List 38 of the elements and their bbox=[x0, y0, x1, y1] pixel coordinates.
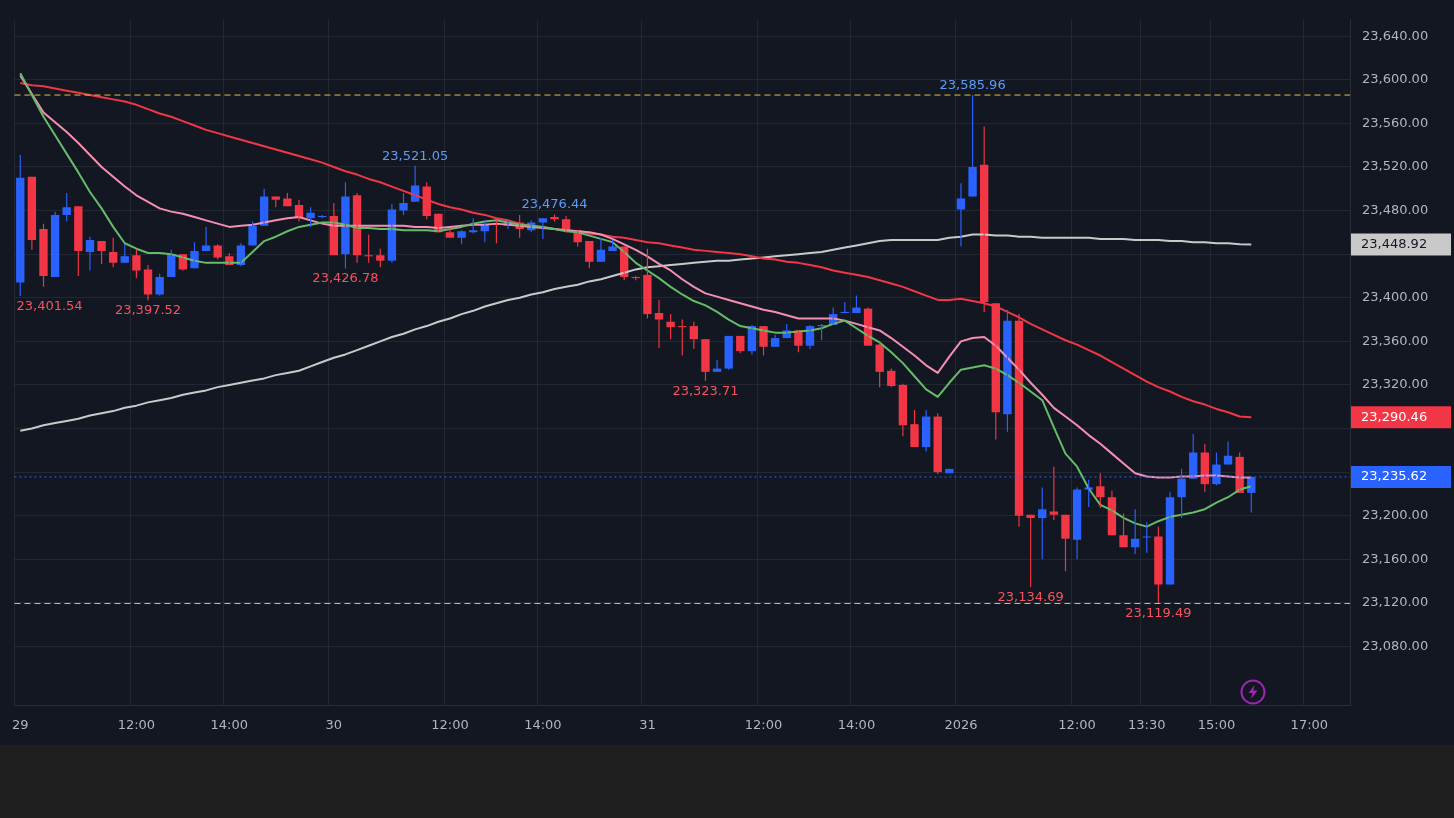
x-tick-label: 13:30 bbox=[1128, 716, 1166, 732]
y-tick-label: 23,120.00 bbox=[1362, 594, 1429, 610]
y-tick-label: 23,080.00 bbox=[1362, 637, 1429, 653]
x-tick-label: 14:00 bbox=[524, 716, 562, 732]
y-tick-label: 23,600.00 bbox=[1362, 71, 1429, 87]
annotation: 23,401.54 bbox=[16, 297, 83, 313]
x-tick-label: 12:00 bbox=[744, 716, 783, 732]
x-tick-label: 14:00 bbox=[837, 716, 876, 732]
x-tick-label: 12:00 bbox=[1058, 716, 1096, 732]
y-tick-label: 23,640.00 bbox=[1362, 27, 1429, 43]
y-tick-label: 23,400.00 bbox=[1362, 289, 1429, 305]
annotation: 23,119.49 bbox=[1125, 605, 1192, 621]
y-tick-label: 23,160.00 bbox=[1362, 550, 1429, 566]
annotation: 23,521.05 bbox=[382, 147, 449, 163]
annotation: 23,323.71 bbox=[672, 382, 739, 398]
x-tick-label: 31 bbox=[639, 716, 656, 732]
annotation: 23,476.44 bbox=[521, 196, 588, 212]
y-tick-label: 23,320.00 bbox=[1362, 376, 1429, 392]
annotation: 23,585.96 bbox=[939, 76, 1006, 92]
x-tick-label: 17:00 bbox=[1290, 716, 1329, 732]
y-tick-label: 23,480.00 bbox=[1362, 201, 1429, 217]
x-tick-label: 2026 bbox=[944, 716, 978, 732]
x-tick-label: 30 bbox=[325, 716, 343, 732]
annotation: 23,134.69 bbox=[997, 588, 1064, 604]
x-tick-label: 15:00 bbox=[1197, 716, 1236, 732]
text: 23,235.62 bbox=[1361, 468, 1428, 484]
annotation: 23,397.52 bbox=[114, 302, 182, 318]
text: 23,448.92 bbox=[1361, 235, 1428, 251]
y-tick-label: 23,360.00 bbox=[1362, 332, 1429, 348]
y-tick-label: 23,200.00 bbox=[1362, 507, 1429, 523]
y-tick-label: 23,520.00 bbox=[1362, 158, 1429, 174]
x-tick-label: 29 bbox=[12, 716, 29, 732]
x-tick-label: 14:00 bbox=[210, 716, 249, 732]
y-tick-label: 23,560.00 bbox=[1362, 114, 1429, 130]
annotation: 23,426.78 bbox=[312, 270, 379, 286]
x-tick-label: 12:00 bbox=[117, 716, 156, 732]
x-tick-label: 12:00 bbox=[431, 716, 469, 732]
text: 23,290.46 bbox=[1361, 408, 1428, 424]
